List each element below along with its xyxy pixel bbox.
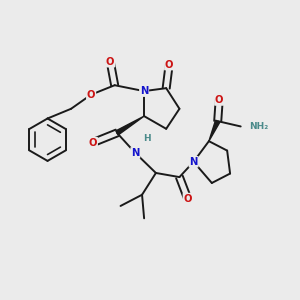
Text: N: N: [131, 148, 140, 158]
Text: NH₂: NH₂: [249, 122, 268, 131]
Text: O: O: [215, 95, 224, 105]
Text: O: O: [165, 60, 173, 70]
Polygon shape: [209, 120, 220, 141]
Text: O: O: [87, 90, 95, 100]
Polygon shape: [116, 116, 144, 135]
Text: O: O: [106, 57, 115, 67]
Text: H: H: [143, 134, 151, 143]
Text: O: O: [183, 194, 192, 204]
Text: N: N: [189, 157, 198, 167]
Text: N: N: [140, 86, 148, 96]
Text: O: O: [88, 138, 97, 148]
